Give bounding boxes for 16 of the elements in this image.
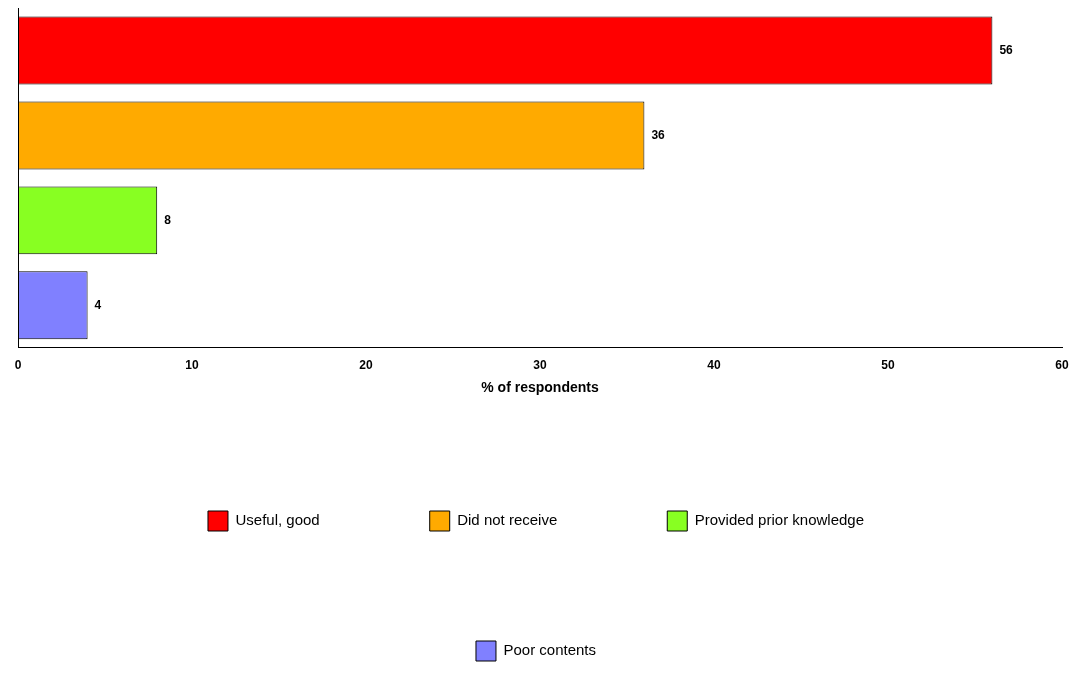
x-tick-label: 30 [533, 358, 547, 373]
data-label: 56 [999, 42, 1014, 57]
data-label: 4 [94, 297, 102, 312]
x-axis-title: % of respondents [481, 379, 599, 396]
legend-label: Useful, good [235, 511, 320, 529]
x-tick-label: 50 [881, 358, 895, 373]
data-label: 36 [651, 127, 666, 142]
x-tick-label: 60 [1055, 358, 1069, 373]
legend-label: Poor contents [503, 641, 597, 659]
data-label: 8 [164, 212, 172, 227]
x-tick-label: 20 [359, 358, 373, 373]
legend-label: Provided prior knowledge [694, 511, 865, 529]
x-tick-label: 10 [185, 358, 199, 373]
x-tick-label: 0 [14, 358, 22, 373]
legend-label: Did not receive [457, 511, 558, 529]
x-tick-label: 40 [707, 358, 721, 373]
